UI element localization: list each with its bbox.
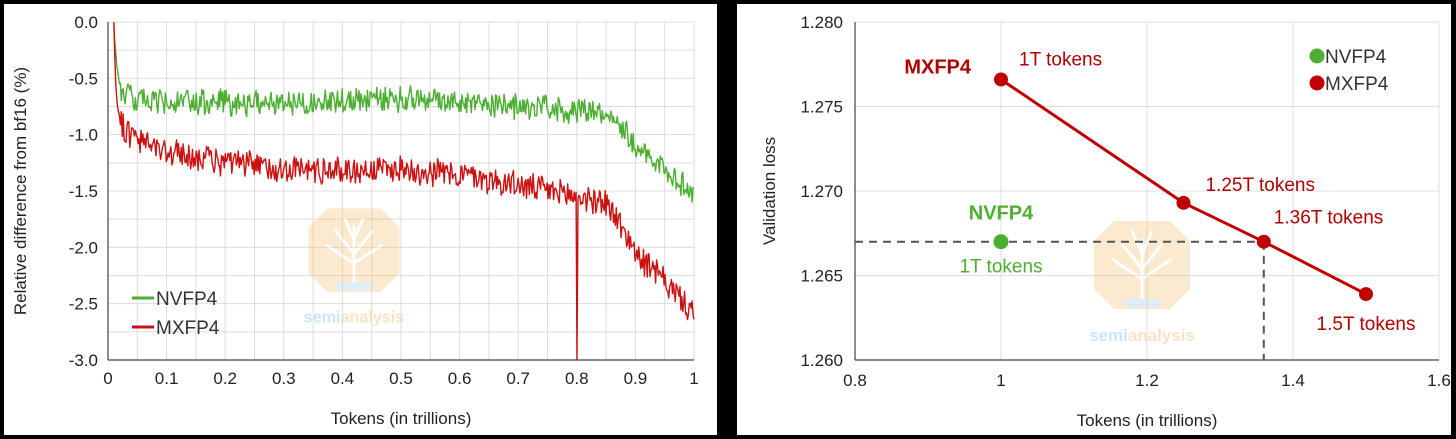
x-tick-label: 1.4 <box>1281 371 1305 390</box>
series-line-mxfp4 <box>113 21 695 361</box>
y-tick-label: -0.5 <box>69 69 98 88</box>
y-tick-label: -2.5 <box>69 295 98 314</box>
y-axis-label: Validation loss <box>760 137 779 245</box>
y-tick-label: 1.275 <box>800 98 843 117</box>
y-tick-label: -1.0 <box>69 126 98 145</box>
x-tick-label: 0.3 <box>272 369 296 388</box>
legend-label-nvfp4: NVFP4 <box>156 289 218 310</box>
x-tick-label: 0.4 <box>331 369 355 388</box>
legend-label-mxfp4: MXFP4 <box>1325 74 1389 95</box>
legend-marker-mxfp4 <box>1309 75 1325 91</box>
x-tick-label: 0.9 <box>624 369 648 388</box>
svg-text:semianalysis: semianalysis <box>304 308 405 326</box>
series-line-mxfp4 <box>1000 78 1367 296</box>
data-point-mxfp4 <box>1256 234 1271 249</box>
x-tick-label: 0.8 <box>565 369 589 388</box>
y-tick-label: -2.0 <box>69 238 98 257</box>
data-point-mxfp4 <box>1176 195 1191 210</box>
x-tick-label: 0.6 <box>448 369 472 388</box>
x-tick-label: 0.5 <box>389 369 413 388</box>
legend-label-mxfp4: MXFP4 <box>156 318 220 339</box>
x-tick-label: 0.7 <box>506 369 530 388</box>
y-axis-label: Relative difference from bf16 (%) <box>11 67 30 315</box>
semianalysis-logo: semianalysis <box>304 208 405 326</box>
y-tick-label: 1.270 <box>800 182 843 201</box>
x-tick-label: 0 <box>103 369 112 388</box>
x-tick-label: 0.8 <box>843 371 867 390</box>
series-label-nvfp4: NVFP4 <box>969 203 1034 225</box>
data-point-mxfp4 <box>1359 287 1373 302</box>
y-tick-label: 1.280 <box>800 13 843 32</box>
data-point-mxfp4 <box>994 72 1008 87</box>
x-tick-label: 1 <box>996 371 1005 390</box>
x-axis-label: Tokens (in trillions) <box>331 409 472 428</box>
y-tick-label: -1.5 <box>69 182 98 201</box>
y-tick-label: -3.0 <box>69 351 98 370</box>
x-tick-label: 0.1 <box>155 369 179 388</box>
y-tick-label: 0.0 <box>74 13 98 32</box>
left-chart-panel: 0 0.1 0.2 0.3 0.4 0.5 0.6 0.7 0.8 0.9 1 0.0 -0.5 -1.0… <box>4 4 717 435</box>
legend-marker-nvfp4 <box>1309 48 1325 64</box>
x-axis-label: Tokens (in trillions) <box>1077 411 1218 430</box>
y-tick-label: 1.265 <box>800 267 843 286</box>
y-tick-label: 1.260 <box>800 351 843 370</box>
data-label-mxfp4: 1.5T tokens <box>1317 314 1416 335</box>
x-tick-label: 1 <box>689 369 698 388</box>
validation-loss-chart: 0.8 1 1.2 1.4 1.6 1.280 1.275 1.270 1.265 1.260 To… <box>760 13 1451 430</box>
data-label-nvfp4: 1T tokens <box>959 257 1042 278</box>
series-label-mxfp4: MXFP4 <box>904 56 972 78</box>
data-label-mxfp4: 1T tokens <box>1019 49 1102 70</box>
data-label-mxfp4: 1.36T tokens <box>1274 208 1384 229</box>
data-point-nvfp4 <box>993 234 1009 250</box>
series-line-nvfp4 <box>113 24 695 203</box>
x-tick-label: 0.2 <box>213 369 237 388</box>
x-tick-label: 1.2 <box>1135 371 1159 390</box>
semianalysis-logo: semianalysis <box>1089 221 1195 345</box>
nvfp4-vs-mxfp4-relative-difference-chart: 0 0.1 0.2 0.3 0.4 0.5 0.6 0.7 0.8 0.9 1 0.0 -0.5 -1.0… <box>11 13 699 428</box>
legend-label-nvfp4: NVFP4 <box>1325 47 1387 68</box>
svg-text:semianalysis: semianalysis <box>1089 326 1195 345</box>
data-label-mxfp4: 1.25T tokens <box>1206 175 1316 196</box>
right-chart-panel: 0.8 1 1.2 1.4 1.6 1.280 1.275 1.270 1.265 1.260 To… <box>737 4 1451 435</box>
x-tick-label: 1.6 <box>1427 371 1451 390</box>
